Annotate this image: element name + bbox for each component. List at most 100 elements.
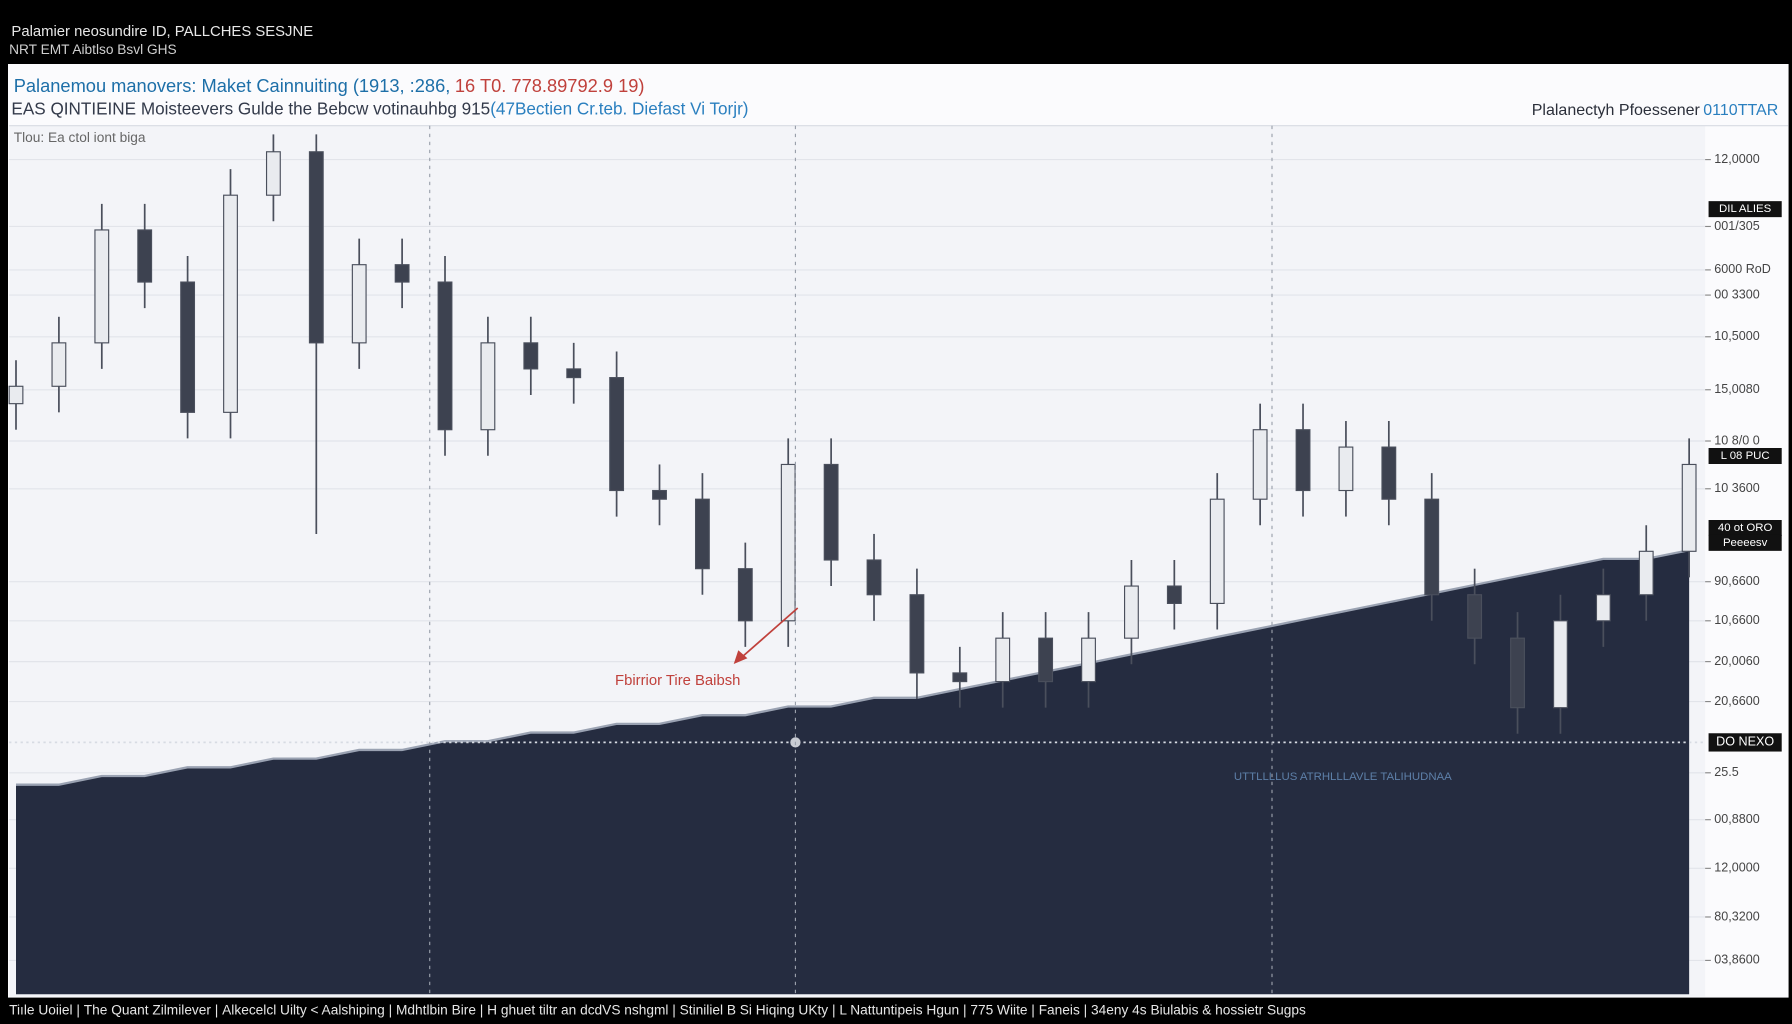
candle-body <box>1038 637 1054 683</box>
chart-title: Palanemou manovers: Maket Cainnuiting (1… <box>14 75 645 96</box>
reference-badge <box>1708 733 1782 752</box>
candle-body <box>566 368 582 379</box>
candle-body <box>1081 637 1096 683</box>
footer-separator: | <box>1080 1002 1091 1017</box>
top-line: NRT EMT Aibtlso Bsvl GHS <box>9 42 177 57</box>
candle-body <box>1467 594 1483 639</box>
footer-separator: | <box>668 1002 679 1017</box>
footer-item: 775 Wiite <box>970 1002 1027 1017</box>
y-tick-label: 00,8800 <box>1714 812 1759 826</box>
y-tick-label: 20,0060 <box>1714 654 1759 668</box>
footer-item: Alkecelcl Uilty < Aalshiping <box>222 1002 385 1017</box>
title-text: Palanemou manovers: Maket Cainnuiting (1… <box>14 75 451 96</box>
y-tick-label: 10 8/0 0 <box>1714 433 1759 447</box>
footer-separator: | <box>73 1002 84 1017</box>
footer-bar <box>0 997 1792 1024</box>
y-tick-label: 80,3200 <box>1714 909 1759 923</box>
y-tick-label: 10 3600 <box>1714 481 1759 495</box>
footer-separator: | <box>476 1002 487 1017</box>
reference-label: DO NEXO <box>1716 735 1774 749</box>
candle-body <box>480 342 496 431</box>
candle-body <box>1510 637 1525 709</box>
footer-item: Tiıle Uoiiel <box>9 1002 72 1017</box>
footer-item: 34eny 4s Biulabis & hossietr Sugps <box>1091 1002 1306 1017</box>
candle-body <box>351 264 367 344</box>
overlay-note: UTTLLLLUS ATRHLLLAVLE TALIHUDNAA <box>1234 771 1452 783</box>
price-badge <box>1708 201 1782 218</box>
footer-item: L Nattuntipeis Hgun <box>839 1002 959 1017</box>
header-right: Plalanectyh Pfoessener 0110TTAR <box>1532 102 1779 119</box>
footer-item: Stiniliel B Si Hiqing UKty <box>680 1002 829 1017</box>
annotation: Fbirrior Tire Baibsh <box>615 673 740 689</box>
footer-item: The Quant Zilmilever <box>84 1002 212 1017</box>
candle-body <box>223 194 238 413</box>
candle-body <box>394 264 410 283</box>
footer-item: Faneis <box>1039 1002 1080 1017</box>
candle-body <box>866 559 882 596</box>
area <box>16 551 1690 995</box>
title-highlight: 16 T0. 778.89792.9 19) <box>455 75 645 96</box>
candle-body <box>1595 594 1611 622</box>
footer-separator: | <box>828 1002 839 1017</box>
candle-body <box>437 281 453 431</box>
candle-body <box>1252 429 1268 500</box>
candle-body <box>780 463 796 622</box>
footer-separator: | <box>211 1002 222 1017</box>
candle-body <box>823 463 839 561</box>
candle-body <box>737 568 753 622</box>
candle-body <box>909 594 925 674</box>
annotation-arrow <box>740 607 799 659</box>
candle-body <box>180 281 196 413</box>
top-line: Palamier neosundire ID, PALLCHES SESJNE <box>11 24 313 40</box>
price-badge-label: 40 ot ORO <box>1718 522 1773 534</box>
header-right-text: Plalanectyh Pfoessener <box>1532 102 1701 119</box>
price-badge-label: Peeeesv <box>1723 537 1768 549</box>
candle-body <box>1166 585 1182 604</box>
candle-body <box>51 342 67 387</box>
price-badge-label: L 08 PUC <box>1721 450 1770 462</box>
candle-body <box>137 229 153 283</box>
y-tick-label: 03,8600 <box>1714 953 1759 967</box>
candle-body <box>652 489 667 500</box>
header-right-highlight: 0110TTAR <box>1703 102 1778 119</box>
candle-body <box>995 637 1011 683</box>
candle-body <box>1209 498 1225 604</box>
candle-body <box>265 151 281 196</box>
y-tick-label: 20,6600 <box>1714 694 1759 708</box>
candle-body <box>8 385 24 405</box>
y-tick-label: 12,0000 <box>1714 152 1759 166</box>
subtitle-text: EAS QINTIEINE Moisteevers Gulde the Bebc… <box>11 98 490 118</box>
y-tick-label: 25.5 <box>1714 765 1738 779</box>
candle-body <box>1424 498 1440 596</box>
y-tick-label: 15,0080 <box>1714 382 1759 396</box>
price-badge <box>1708 534 1782 551</box>
y-tick-label: 90,6600 <box>1714 574 1759 588</box>
candle-body <box>1295 429 1311 492</box>
footer-item: Mdhtlbin Bire <box>396 1002 476 1017</box>
candle-body <box>694 498 710 570</box>
subtitle-highlight: (47Bectien Cr.teb. Diefast Vi Torjr) <box>490 98 748 118</box>
footer-item: H ghuet tiltr an dcdVS nshgml <box>487 1002 668 1017</box>
candle-body <box>952 672 968 683</box>
candle-body <box>1381 446 1397 500</box>
y-tick-label: 6000 RoD <box>1714 262 1771 276</box>
candle-body <box>308 151 324 344</box>
candle-body <box>1681 463 1697 552</box>
subtitle: EAS QINTIEINE Moisteevers Gulde the Bebc… <box>11 98 748 118</box>
panel-label: Tlou: Ea ctol iont biga <box>14 130 146 145</box>
footer-separator: | <box>959 1002 970 1017</box>
y-tick-label: 001/305 <box>1714 219 1759 233</box>
price-badge <box>1708 520 1782 536</box>
candle-body <box>94 229 110 344</box>
price-badge-label: DIL ALIES <box>1719 203 1772 215</box>
footer: Tiıle Uoiiel | The Quant Zilmilever | Al… <box>9 1002 1306 1017</box>
footer-separator: | <box>385 1002 396 1017</box>
candle-body <box>523 342 539 370</box>
candle-body <box>1124 585 1139 639</box>
y-tick-label: 10,6600 <box>1714 613 1759 627</box>
price-badge <box>1708 448 1782 464</box>
candle-body <box>1638 550 1654 596</box>
candle-body <box>1338 446 1354 492</box>
